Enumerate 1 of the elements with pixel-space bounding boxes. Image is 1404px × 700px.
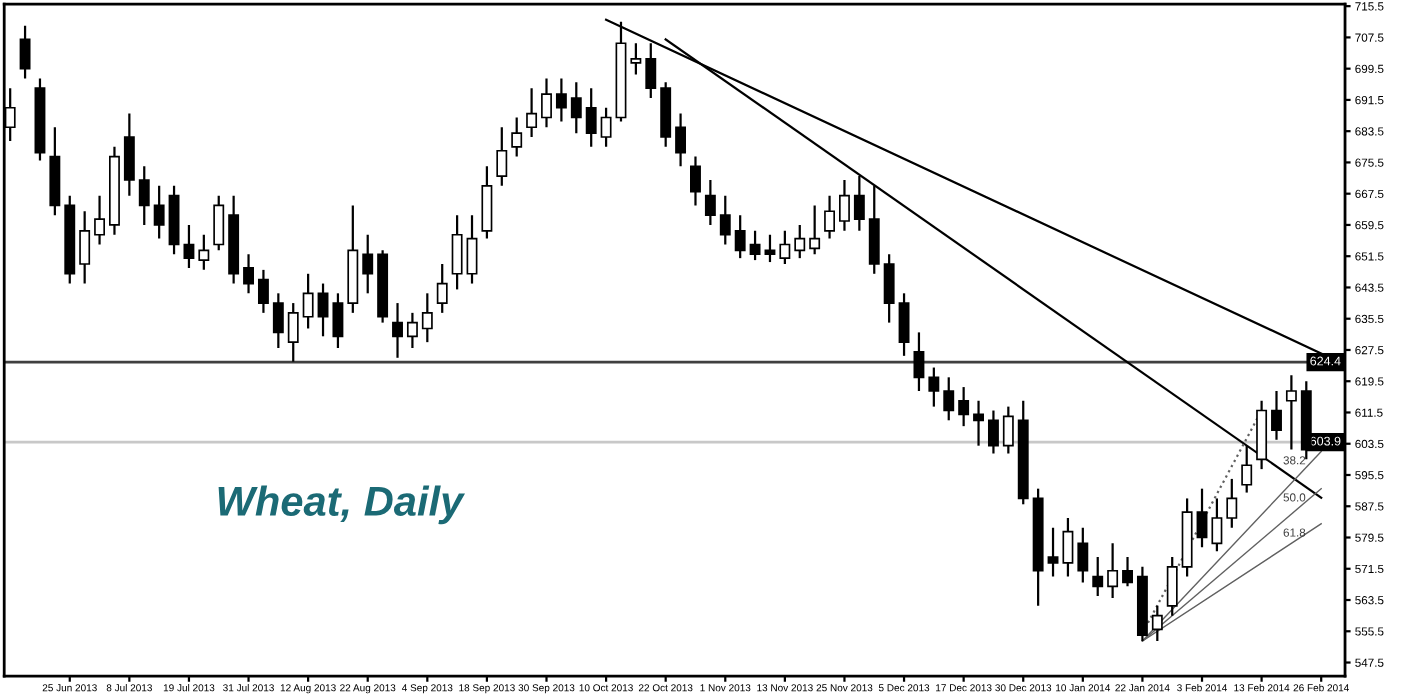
text: Wheat, Daily	[218, 485, 466, 525]
